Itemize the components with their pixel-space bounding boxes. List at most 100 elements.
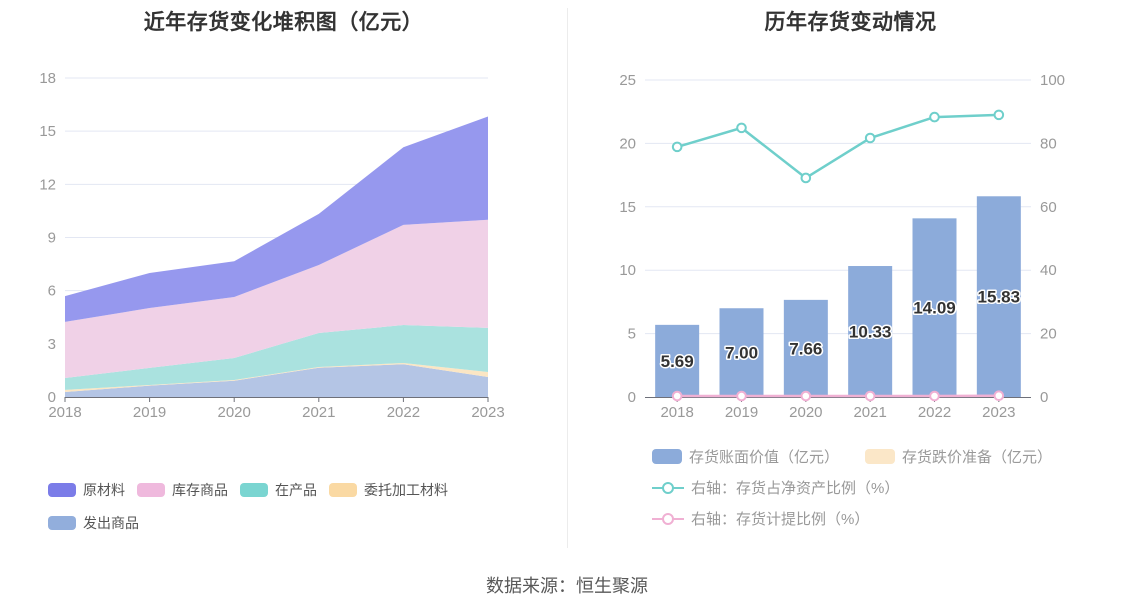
legend-swatch: [865, 449, 896, 464]
svg-text:2019: 2019: [133, 404, 166, 421]
area-shipped-goods: [65, 364, 488, 397]
svg-text:5.69: 5.69: [661, 352, 694, 371]
svg-text:14.09: 14.09: [913, 299, 956, 318]
svg-text:60: 60: [1040, 199, 1057, 216]
marker-inventory-provision-ratio: [736, 390, 747, 402]
svg-text:0: 0: [628, 389, 636, 406]
svg-text:2022: 2022: [387, 404, 420, 421]
svg-text:15.83: 15.83: [978, 288, 1021, 307]
marker-inventory-to-net-assets-ratio: [993, 109, 1005, 121]
area-raw-materials: [65, 116, 488, 322]
svg-text:20: 20: [619, 135, 636, 152]
x-axis: 2018 2019 2020 2021 2022 2023: [645, 397, 1031, 421]
svg-text:2021: 2021: [302, 404, 335, 421]
legend-label: 原材料: [83, 482, 125, 498]
svg-text:7.00: 7.00: [725, 344, 758, 363]
left-y-axis-labels: 0 5 10 15 20 25: [619, 72, 636, 406]
bar-inventory-book-value: [783, 299, 828, 397]
area-series: [65, 116, 488, 397]
svg-text:3: 3: [48, 336, 56, 353]
bar-labels: 5.69 7.00 7.66 10.33 14.09 15.83: [659, 286, 1021, 372]
svg-text:80: 80: [1040, 135, 1057, 152]
marker-inventory-to-net-assets-ratio: [864, 132, 876, 144]
legend-swatch: [652, 449, 682, 464]
legend-row-bars: 存货账面价值（亿元） 存货跌价准备（亿元）: [652, 446, 1052, 467]
marker-inventory-provision-ratio: [993, 390, 1005, 402]
legend-swatch: [137, 483, 165, 497]
legend-swatch: [240, 483, 268, 497]
bar-inventory-book-value: [976, 196, 1021, 397]
marker-inventory-provision-ratio: [929, 390, 940, 402]
legend-item-inventory-provision-ratio[interactable]: 右轴：存货计提比例（%）: [652, 508, 869, 529]
x-axis: 2018 2019 2020 2021 2022 2023: [48, 397, 505, 421]
legend-label: 委托加工材料: [364, 482, 448, 498]
line-inventory-to-net-assets-ratio: [676, 113, 999, 180]
y-axis-labels: 0 3 6 9 12 15 18: [39, 70, 56, 406]
legend-swatch: [329, 483, 357, 497]
svg-text:2018: 2018: [660, 404, 693, 421]
legend-label: 存货账面价值（亿元）: [689, 449, 840, 466]
panel-divider: [567, 8, 568, 548]
legend-line-marker: [652, 512, 684, 525]
svg-text:2019: 2019: [725, 404, 758, 421]
svg-text:100: 100: [1040, 72, 1065, 89]
svg-text:7.66: 7.66: [789, 339, 822, 358]
svg-text:2018: 2018: [48, 404, 81, 421]
right-chart-title: 历年存货变动情况: [764, 11, 937, 34]
area-work-in-progress: [65, 325, 488, 390]
legend-item-stock-goods[interactable]: 库存商品: [137, 480, 228, 500]
legend-item-inventory-impairment-provision[interactable]: 存货跌价准备（亿元）: [865, 446, 1052, 467]
svg-text:5: 5: [628, 326, 636, 343]
legend-item-consigned-processing-materials[interactable]: 委托加工材料: [329, 480, 448, 500]
svg-text:10: 10: [619, 262, 636, 279]
bar-inventory-book-value: [655, 324, 700, 397]
right-y-axis-labels: 0 20 40 60 80 100: [1040, 72, 1065, 406]
svg-text:40: 40: [1040, 262, 1057, 279]
svg-text:2023: 2023: [471, 404, 504, 421]
svg-text:2021: 2021: [853, 404, 886, 421]
legend-item-work-in-progress[interactable]: 在产品: [240, 480, 317, 500]
legend-label: 库存商品: [172, 482, 228, 498]
legend-item-shipped-goods[interactable]: 发出商品: [48, 513, 139, 533]
data-source-note: 数据来源：恒生聚源: [486, 576, 648, 596]
marker-inventory-to-net-assets-ratio: [929, 111, 940, 123]
svg-text:6: 6: [48, 283, 56, 300]
svg-text:2020: 2020: [789, 404, 822, 421]
legend-swatch: [48, 483, 76, 497]
area-stock-goods: [65, 219, 488, 379]
legend-item-inventory-book-value[interactable]: 存货账面价值（亿元）: [652, 446, 839, 467]
gridlines: [645, 79, 1031, 335]
legend-swatch: [48, 516, 76, 530]
svg-text:18: 18: [39, 70, 56, 87]
marker-inventory-provision-ratio: [864, 390, 876, 402]
svg-text:2020: 2020: [218, 404, 251, 421]
svg-text:15: 15: [39, 123, 56, 140]
svg-text:0: 0: [1040, 389, 1048, 406]
svg-text:9: 9: [48, 230, 56, 247]
svg-text:20: 20: [1040, 326, 1057, 343]
legend-row-line: 右轴：存货计提比例（%）: [652, 508, 1052, 529]
svg-text:0: 0: [48, 389, 56, 406]
svg-text:25: 25: [619, 72, 636, 89]
marker-inventory-provision-ratio: [800, 390, 812, 402]
bars: [655, 196, 1021, 397]
legend-line-marker: [652, 481, 684, 494]
legend-item-raw-materials[interactable]: 原材料: [48, 480, 125, 500]
svg-text:2022: 2022: [918, 404, 951, 421]
left-chart-legend: 原材料 库存商品 在产品 委托加工材料发出商品: [48, 480, 494, 533]
marker-inventory-provision-ratio: [671, 390, 683, 402]
legend-label: 存货跌价准备（亿元）: [902, 449, 1053, 466]
marker-inventory-to-net-assets-ratio: [736, 122, 747, 134]
svg-text:10.33: 10.33: [849, 323, 892, 342]
marker-inventory-to-net-assets-ratio: [800, 172, 812, 184]
legend-row-line: 右轴：存货占净资产比例（%）: [652, 477, 1052, 498]
legend-label: 右轴：存货占净资产比例（%）: [691, 480, 900, 497]
right-chart-panel: 历年存货变动情况 5.69 7.00 7.66 10.33 14.09 15.83 2018…: [567, 0, 1134, 556]
line-series: [671, 109, 1005, 402]
legend-label: 发出商品: [83, 515, 139, 531]
bar-inventory-book-value: [912, 218, 957, 397]
right-chart-legend: 存货账面价值（亿元） 存货跌价准备（亿元） 右轴：存货占净资产比例（%） 右轴：存货计…: [652, 446, 1052, 529]
legend-item-inventory-to-net-assets-ratio[interactable]: 右轴：存货占净资产比例（%）: [652, 477, 899, 498]
legend-label: 右轴：存货计提比例（%）: [691, 511, 870, 528]
